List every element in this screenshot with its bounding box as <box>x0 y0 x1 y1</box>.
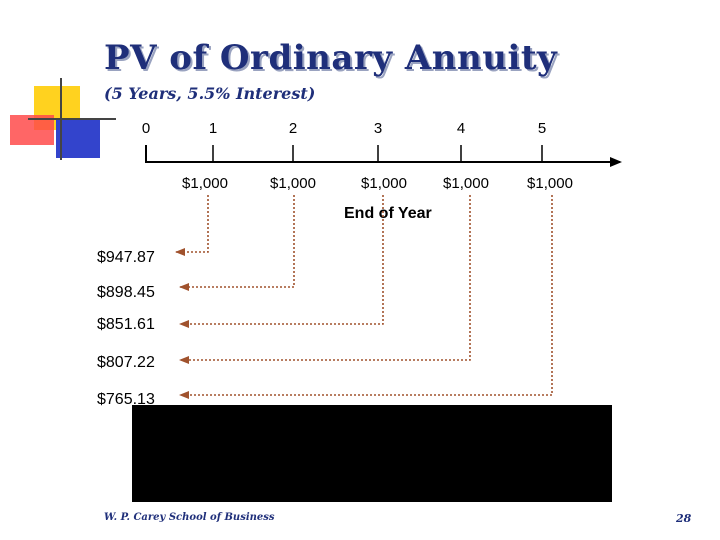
slide-subtitle: (5 Years, 5.5% Interest) <box>104 84 316 103</box>
decor-horizontal-line <box>28 118 116 120</box>
present-value-label-4: $807.22 <box>97 354 155 371</box>
slide-title: PV of Ordinary Annuity <box>104 38 558 78</box>
black-overlay-box <box>132 405 612 502</box>
present-value-label-2: $898.45 <box>97 284 155 301</box>
discount-arrow-3 <box>179 195 384 328</box>
cash-flow-label-3: $1,000 <box>361 175 407 192</box>
decor-red-square <box>10 115 54 145</box>
present-value-label-1: $947.87 <box>97 249 155 266</box>
period-label-4: 4 <box>456 120 466 137</box>
cash-flow-label-1: $1,000 <box>182 175 228 192</box>
footer-school-name: W. P. Carey School of Business <box>104 512 275 523</box>
cash-flow-label-4: $1,000 <box>443 175 489 192</box>
present-value-label-3: $851.61 <box>97 316 155 333</box>
cash-flow-label-5: $1,000 <box>527 175 573 192</box>
period-label-0: 0 <box>141 120 151 137</box>
decor-blue-square <box>56 118 100 158</box>
discount-arrow-2 <box>179 195 295 291</box>
period-label-1: 1 <box>208 120 218 137</box>
cash-flow-label-2: $1,000 <box>270 175 316 192</box>
present-value-label-5: $765.13 <box>97 391 155 408</box>
discount-arrow-1 <box>175 195 209 256</box>
axis-caption: End of Year <box>344 205 432 222</box>
period-label-3: 3 <box>373 120 383 137</box>
slide-number: 28 <box>676 512 692 525</box>
discount-arrow-4 <box>179 195 471 364</box>
period-label-2: 2 <box>288 120 298 137</box>
discount-arrow-5 <box>179 195 553 399</box>
period-label-5: 5 <box>537 120 547 137</box>
